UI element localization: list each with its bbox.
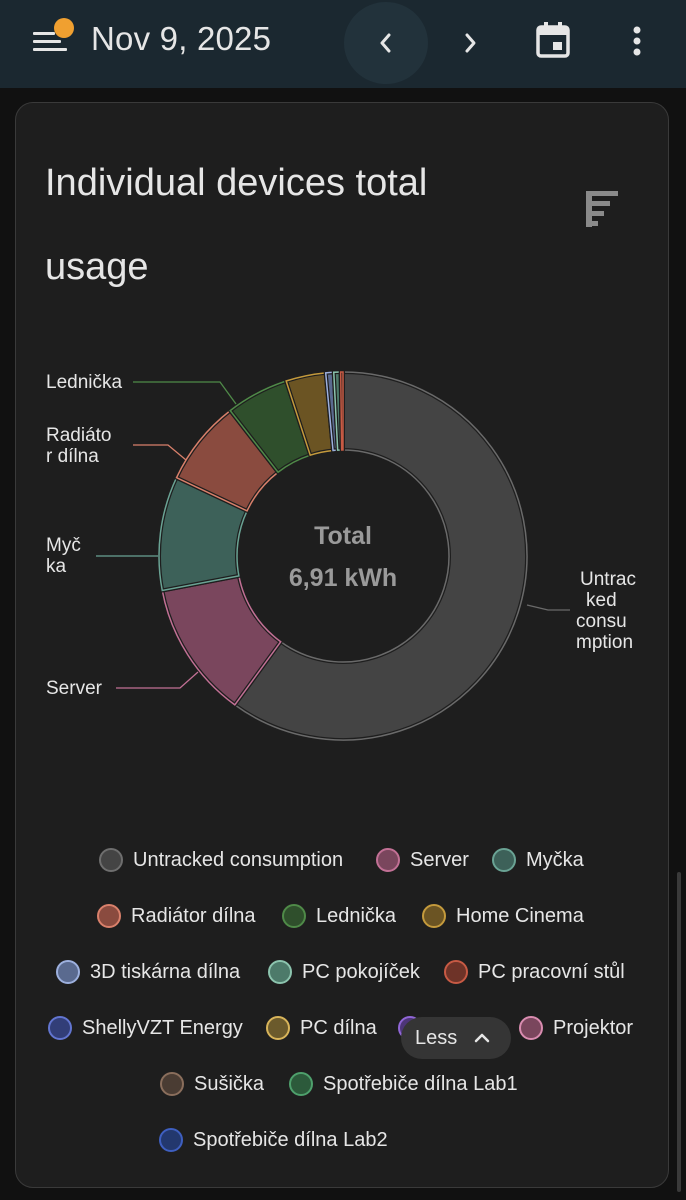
legend-label: 3D tiskárna dílna xyxy=(90,961,241,983)
legend-label: PC dílna xyxy=(300,1017,377,1039)
more-vert-icon xyxy=(633,26,641,56)
legend-color-dot xyxy=(48,1016,72,1040)
legend-color-dot xyxy=(160,1072,184,1096)
legend-row: Spotřebiče dílna Lab2 xyxy=(0,1122,654,1162)
callout-line-untracked xyxy=(526,604,570,611)
sort-icon[interactable] xyxy=(584,189,620,229)
donut-slice-border-0 xyxy=(233,371,528,741)
date-title[interactable]: Nov 9, 2025 xyxy=(91,20,272,57)
legend-label: Lednička xyxy=(316,905,397,927)
less-button[interactable]: Less xyxy=(401,1017,511,1059)
callout-label-radiator: Radiáto xyxy=(46,425,112,446)
legend-label: Myčka xyxy=(526,849,584,871)
legend-row: Radiátor dílna Lednička Home Cinema xyxy=(0,898,654,938)
menu-icon-bar xyxy=(33,40,61,43)
legend-color-dot xyxy=(376,848,400,872)
menu-icon xyxy=(33,32,55,35)
legend-color-dot xyxy=(289,1072,313,1096)
chevron-left-icon xyxy=(380,33,391,53)
callout-label-untracked: Untrac xyxy=(580,569,636,590)
card-title: Individual devices total usage xyxy=(45,162,428,288)
legend-label: Spotřebiče dílna Lab1 xyxy=(323,1073,518,1095)
legend-row: Sušička Spotřebiče dílna Lab1 xyxy=(0,1066,654,1106)
legend-label: Sušička xyxy=(194,1073,265,1095)
callout-label-radiator-line2: r dílna xyxy=(46,446,99,467)
legend-label: Spotřebiče dílna Lab2 xyxy=(193,1129,388,1151)
calendar-icon xyxy=(536,22,570,58)
callout-label-server: Server xyxy=(46,678,102,699)
callout-line-radiator xyxy=(133,444,187,461)
previous-day-button[interactable] xyxy=(344,2,428,84)
legend-color-dot xyxy=(266,1016,290,1040)
legend-label: PC pracovní stůl xyxy=(478,961,625,983)
legend-label: Untracked consumption xyxy=(133,849,344,871)
chevron-up-icon xyxy=(474,1033,490,1043)
legend-color-dot xyxy=(97,904,121,928)
top-app-bar: Nov 9, 2025 xyxy=(0,0,686,88)
legend-color-dot xyxy=(268,960,292,984)
chevron-right-icon xyxy=(465,33,476,53)
callout-label-untracked-line3: consu xyxy=(576,611,627,632)
legend-color-dot xyxy=(56,960,80,984)
legend-label: Server xyxy=(410,849,469,871)
callout-label-untracked-line4: mption xyxy=(576,632,634,653)
scrollbar[interactable] xyxy=(677,872,681,1192)
legend-color-dot xyxy=(422,904,446,928)
callout-line-lednicka xyxy=(133,381,237,405)
menu-icon-bar xyxy=(33,48,67,51)
donut-slice-border-8 xyxy=(339,371,344,451)
legend-label: Home Cinema xyxy=(456,905,584,927)
callout-label-lednicka: Lednička xyxy=(46,372,123,393)
legend-color-dot xyxy=(444,960,468,984)
callout-label-mycka: Myč xyxy=(46,535,81,556)
legend-color-dot xyxy=(159,1128,183,1152)
legend-label: Radiátor dílna xyxy=(131,905,256,927)
calendar-button[interactable] xyxy=(530,18,576,64)
less-label: Less xyxy=(415,1027,458,1049)
legend-label: ShellyVZT Energy xyxy=(82,1017,243,1039)
total-label: Total xyxy=(314,522,372,550)
legend-color-dot xyxy=(99,848,123,872)
callout-line-server xyxy=(116,671,199,689)
legend-color-dot xyxy=(519,1016,543,1040)
notification-dot xyxy=(54,18,74,38)
devices-usage-card: Individual devices total usage xyxy=(15,102,669,1188)
legend-color-dot xyxy=(282,904,306,928)
legend-label: PC pokojíček xyxy=(302,961,420,983)
total-value: 6,91 kWh xyxy=(289,564,397,592)
legend-color-dot xyxy=(492,848,516,872)
menu-button[interactable] xyxy=(30,18,74,66)
next-day-button[interactable] xyxy=(428,2,512,84)
more-options-button[interactable] xyxy=(620,18,654,64)
legend-row: Untracked consumption Server Myčka xyxy=(0,842,654,882)
callout-label-mycka-line2: ka xyxy=(46,556,67,577)
legend-label: Projektor xyxy=(553,1017,634,1039)
legend-row: 3D tiskárna dílna PC pokojíček PC pracovní… xyxy=(0,954,654,994)
callout-label-untracked-line2: ked xyxy=(586,590,617,611)
